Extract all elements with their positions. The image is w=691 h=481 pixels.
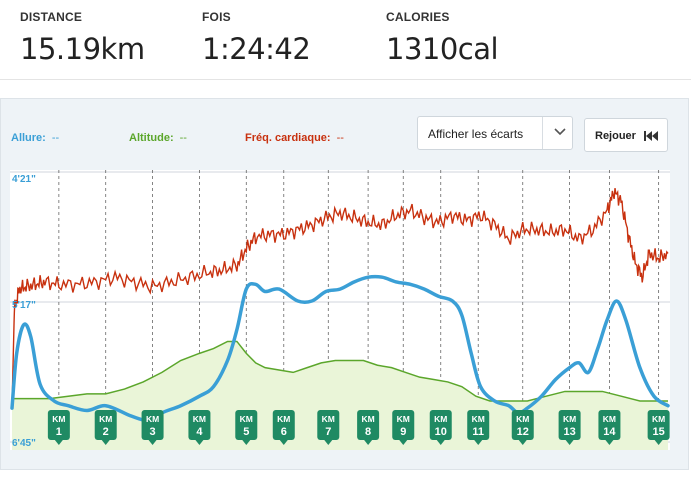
km-marker-pointer-7 xyxy=(324,440,333,445)
km-marker-12 xyxy=(511,410,534,440)
km-marker-number-1: 1 xyxy=(56,426,62,438)
km-marker-pointer-10 xyxy=(436,440,445,445)
km-marker-label-15: KM xyxy=(652,414,665,424)
rewind-icon xyxy=(644,131,658,141)
km-marker-number-12: 12 xyxy=(517,426,529,438)
legend-pace-value: -- xyxy=(51,132,60,144)
distance-value: 15.19km xyxy=(20,32,145,66)
km-marker-label-12: KM xyxy=(516,414,529,424)
km-marker-7 xyxy=(317,410,340,440)
replay-label: Rejouer xyxy=(595,130,636,142)
pace-line xyxy=(10,274,670,423)
calories-stat: CALORIES 1310cal xyxy=(386,10,499,66)
km-marker-number-3: 3 xyxy=(150,426,156,438)
km-marker-15 xyxy=(647,410,670,440)
select-divider xyxy=(542,117,543,149)
km-marker-pointer-8 xyxy=(364,440,373,445)
km-marker-4 xyxy=(188,410,211,440)
km-marker-label-7: KM xyxy=(322,414,335,424)
km-marker-pointer-1 xyxy=(54,440,63,445)
km-marker-pointer-14 xyxy=(605,440,614,445)
km-marker-number-9: 9 xyxy=(400,426,406,438)
km-marker-10 xyxy=(429,410,452,440)
replay-button[interactable]: Rejouer xyxy=(584,118,668,152)
legend-altitude[interactable]: Altitude: -- xyxy=(129,132,187,144)
km-marker-pointer-2 xyxy=(101,440,110,445)
km-marker-label-1: KM xyxy=(52,414,65,424)
km-marker-9 xyxy=(392,410,415,440)
altitude-line xyxy=(12,340,668,402)
km-marker-label-13: KM xyxy=(563,414,576,424)
km-marker-label-8: KM xyxy=(361,414,374,424)
altitude-area xyxy=(12,341,668,450)
km-marker-pointer-5 xyxy=(242,440,251,445)
km-marker-number-5: 5 xyxy=(243,426,249,438)
km-marker-label-2: KM xyxy=(99,414,112,424)
legend-altitude-value: -- xyxy=(179,132,187,144)
legend-pace-label: Allure: xyxy=(11,132,46,144)
km-marker-label-3: KM xyxy=(146,414,159,424)
km-marker-label-6: KM xyxy=(277,414,290,424)
km-marker-pointer-3 xyxy=(148,440,157,445)
km-marker-number-10: 10 xyxy=(435,426,447,438)
km-marker-number-13: 13 xyxy=(563,426,575,438)
km-marker-pointer-11 xyxy=(474,440,483,445)
legend-pace[interactable]: Allure: -- xyxy=(11,132,59,144)
legend-altitude-label: Altitude: xyxy=(129,132,174,144)
km-marker-number-2: 2 xyxy=(103,426,109,438)
km-marker-number-11: 11 xyxy=(472,426,484,438)
km-marker-pointer-9 xyxy=(399,440,408,445)
km-marker-label-10: KM xyxy=(434,414,447,424)
km-marker-5 xyxy=(235,410,258,440)
km-marker-number-8: 8 xyxy=(365,426,371,438)
km-marker-number-7: 7 xyxy=(325,426,331,438)
km-marker-number-15: 15 xyxy=(653,426,665,438)
chevron-down-icon xyxy=(554,128,566,136)
km-marker-13 xyxy=(558,410,581,440)
km-marker-number-14: 14 xyxy=(603,426,616,438)
km-marker-pointer-13 xyxy=(565,440,574,445)
heart-rate-line xyxy=(11,188,669,409)
km-marker-number-4: 4 xyxy=(196,426,203,438)
distance-stat: DISTANCE 15.19km xyxy=(20,10,145,66)
km-marker-1 xyxy=(47,410,70,440)
time-value: 1:24:42 xyxy=(202,32,311,66)
time-label: FOIS xyxy=(202,10,231,24)
km-marker-label-14: KM xyxy=(603,414,616,424)
km-marker-pointer-4 xyxy=(195,440,204,445)
km-marker-pointer-15 xyxy=(654,440,663,445)
activity-chart: 4'21" 5'17" 6'45" KM 1 KM 2 KM 3 KM 4 KM 5 KM 6 KM 7 KM 8 K… xyxy=(10,170,670,450)
legend-heart-rate-value: -- xyxy=(336,132,344,144)
km-marker-6 xyxy=(272,410,295,440)
stats-bar: DISTANCE 15.19km FOIS 1:24:42 CALORIES 1… xyxy=(0,0,691,80)
legend-heart-rate-label: Fréq. cardiaque: xyxy=(245,132,331,144)
distance-label: DISTANCE xyxy=(20,10,83,24)
gaps-select-label: Afficher les écarts xyxy=(428,127,524,141)
km-marker-label-5: KM xyxy=(240,414,253,424)
km-marker-number-6: 6 xyxy=(281,426,287,438)
y-tick-label-3: 6'45" xyxy=(12,438,36,449)
km-marker-14 xyxy=(598,410,621,440)
legend-heart-rate[interactable]: Fréq. cardiaque: -- xyxy=(245,132,344,144)
km-marker-pointer-12 xyxy=(518,440,527,445)
y-tick-label-1: 4'21" xyxy=(12,174,36,185)
km-marker-pointer-6 xyxy=(279,440,288,445)
calories-label: CALORIES xyxy=(386,10,450,24)
km-marker-label-9: KM xyxy=(397,414,410,424)
km-marker-11 xyxy=(467,410,490,440)
calories-value: 1310cal xyxy=(386,32,499,66)
gaps-select[interactable]: Afficher les écarts xyxy=(417,116,573,150)
y-tick-label-2: 5'17" xyxy=(12,300,36,311)
km-marker-label-11: KM xyxy=(472,414,485,424)
km-marker-2 xyxy=(94,410,117,440)
time-stat: FOIS 1:24:42 xyxy=(202,10,311,66)
km-marker-3 xyxy=(141,410,164,440)
km-marker-8 xyxy=(357,410,380,440)
km-marker-label-4: KM xyxy=(193,414,206,424)
